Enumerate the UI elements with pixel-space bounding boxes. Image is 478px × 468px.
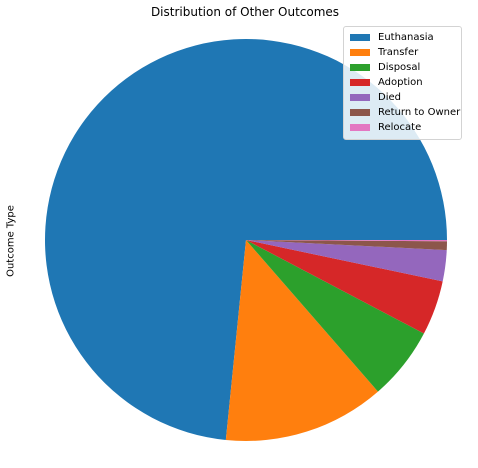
pie-slice-disposal — [246, 240, 424, 392]
pie-slice-relocate — [246, 240, 448, 242]
y-axis-label: Outcome Type — [5, 205, 17, 277]
legend-item-return-to-owner: Return to Owner — [350, 105, 460, 120]
legend-item-died: Died — [350, 90, 455, 105]
legend-swatch — [350, 49, 370, 56]
legend-swatch — [350, 64, 370, 71]
legend-item-adoption: Adoption — [350, 75, 455, 90]
legend-item-disposal: Disposal — [350, 60, 455, 75]
pie-slice-transfer — [225, 240, 378, 442]
pie-slice-return-to-owner — [246, 240, 447, 251]
legend-label: Died — [378, 92, 401, 103]
legend-label: Disposal — [378, 62, 421, 73]
legend-label: Return to Owner — [378, 107, 461, 118]
legend-swatch — [350, 109, 370, 116]
pie-slice-died — [246, 240, 447, 282]
pie-slice-adoption — [246, 240, 443, 334]
legend-label: Relocate — [378, 122, 422, 133]
legend-swatch — [350, 124, 370, 131]
legend-item-euthanasia: Euthanasia — [350, 30, 455, 45]
legend-swatch — [350, 79, 370, 86]
chart-title: Distribution of Other Outcomes — [150, 5, 340, 19]
legend-label: Transfer — [378, 47, 419, 58]
legend-swatch — [350, 94, 370, 101]
legend: Euthanasia Transfer Disposal Adoption Died Re… — [343, 26, 462, 140]
legend-label: Euthanasia — [378, 32, 434, 43]
legend-swatch — [350, 34, 370, 41]
legend-item-relocate: Relocate — [350, 120, 455, 135]
legend-item-transfer: Transfer — [350, 45, 455, 60]
legend-label: Adoption — [378, 77, 423, 88]
